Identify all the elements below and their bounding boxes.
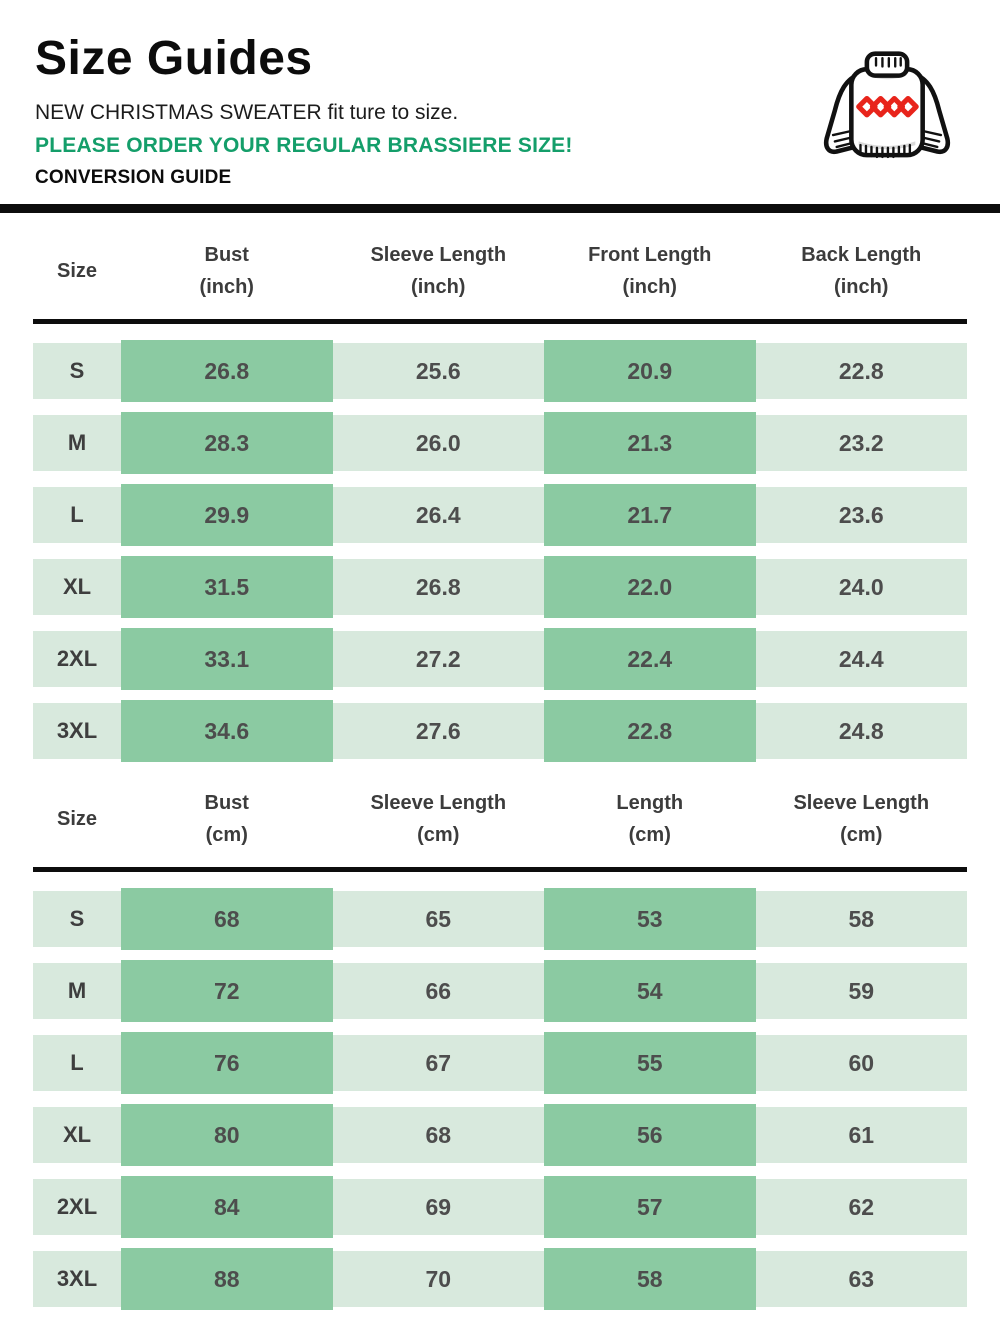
column-header: Front Length (inch) [588, 244, 712, 298]
column-header: Sleeve Length (cm) [793, 792, 930, 846]
size-label-cell: 3XL [33, 1251, 121, 1307]
measurement-cell: 53 [544, 888, 756, 950]
size-label-cell: L [33, 487, 121, 543]
measurement-cell: 22.8 [755, 343, 967, 399]
measurement-cell: 21.3 [544, 412, 756, 474]
measurement-cell: 68 [332, 1107, 544, 1163]
size-label-cell: XL [33, 559, 121, 615]
measurement-cell: 24.0 [755, 559, 967, 615]
measurement-cell: 58 [544, 1248, 756, 1310]
christmas-sweater-icon [808, 50, 966, 178]
measurement-cell: 62 [755, 1179, 967, 1235]
table-row: XL 80 68 56 61 [33, 1104, 967, 1166]
size-label-cell: S [33, 343, 121, 399]
size-label-cell: 2XL [33, 1179, 121, 1235]
measurement-cell: 65 [332, 891, 544, 947]
measurement-cell: 66 [332, 963, 544, 1019]
measurement-cell: 58 [755, 891, 967, 947]
measurement-cell: 22.4 [544, 628, 756, 690]
measurement-cell: 26.8 [332, 559, 544, 615]
table-row: XL 31.5 26.8 22.0 24.0 [33, 556, 967, 618]
measurement-cell: 56 [544, 1104, 756, 1166]
measurement-cell: 27.2 [332, 631, 544, 687]
order-notice: PLEASE ORDER YOUR REGULAR BRASSIERE SIZE… [35, 134, 573, 158]
table-row: L 76 67 55 60 [33, 1032, 967, 1094]
measurement-cell: 55 [544, 1032, 756, 1094]
measurement-cell: 24.8 [755, 703, 967, 759]
measurement-cell: 33.1 [121, 628, 333, 690]
column-header: Size [56, 808, 98, 830]
column-header: Size [56, 260, 98, 282]
table-row: S 68 65 53 58 [33, 888, 967, 950]
table-header-row: Size Bust (cm) Sleeve Length (cm) Length (c… [33, 759, 967, 867]
column-header: Sleeve Length (inch) [370, 244, 507, 298]
measurement-cell: 26.8 [121, 340, 333, 402]
measurement-cell: 57 [544, 1176, 756, 1238]
size-table-inch: Size Bust (inch) Sleeve Length (inch) Front… [33, 213, 967, 762]
measurement-cell: 26.4 [332, 487, 544, 543]
table-body: S 68 65 53 58 M 72 66 54 59 L 76 67 55 60 XL 80 68 56 61 2XL… [33, 888, 967, 1310]
measurement-cell: 20.9 [544, 340, 756, 402]
measurement-cell: 76 [121, 1032, 333, 1094]
measurement-cell: 22.0 [544, 556, 756, 618]
page-title: Size Guides [35, 32, 313, 85]
measurement-cell: 59 [755, 963, 967, 1019]
column-header: Bust (inch) [199, 244, 254, 298]
table-header-row: Size Bust (inch) Sleeve Length (inch) Front… [33, 213, 967, 319]
measurement-cell: 54 [544, 960, 756, 1022]
table-row: 2XL 33.1 27.2 22.4 24.4 [33, 628, 967, 690]
table-row: L 29.9 26.4 21.7 23.6 [33, 484, 967, 546]
size-label-cell: M [33, 963, 121, 1019]
measurement-cell: 88 [121, 1248, 333, 1310]
column-header: Back Length (inch) [801, 244, 922, 298]
measurement-cell: 63 [755, 1251, 967, 1307]
measurement-cell: 67 [332, 1035, 544, 1091]
size-tables: Size Bust (inch) Sleeve Length (inch) Front… [33, 213, 967, 1310]
measurement-cell: 26.0 [332, 415, 544, 471]
column-header: Bust (cm) [204, 792, 249, 846]
conversion-guide-label: CONVERSION GUIDE [35, 167, 232, 189]
measurement-cell: 61 [755, 1107, 967, 1163]
header-divider [0, 204, 1000, 213]
measurement-cell: 25.6 [332, 343, 544, 399]
measurement-cell: 84 [121, 1176, 333, 1238]
measurement-cell: 31.5 [121, 556, 333, 618]
measurement-cell: 24.4 [755, 631, 967, 687]
measurement-cell: 21.7 [544, 484, 756, 546]
size-table-cm: Size Bust (cm) Sleeve Length (cm) Length (c… [33, 759, 967, 1310]
measurement-cell: 22.8 [544, 700, 756, 762]
column-header: Sleeve Length (cm) [370, 792, 507, 846]
measurement-cell: 34.6 [121, 700, 333, 762]
measurement-cell: 70 [332, 1251, 544, 1307]
measurement-cell: 69 [332, 1179, 544, 1235]
size-label-cell: 3XL [33, 703, 121, 759]
table-header-rule [33, 319, 967, 324]
table-row: S 26.8 25.6 20.9 22.8 [33, 340, 967, 402]
size-label-cell: M [33, 415, 121, 471]
measurement-cell: 29.9 [121, 484, 333, 546]
measurement-cell: 68 [121, 888, 333, 950]
fit-subtitle: NEW CHRISTMAS SWEATER fit ture to size. [35, 101, 459, 125]
measurement-cell: 23.6 [755, 487, 967, 543]
size-label-cell: S [33, 891, 121, 947]
measurement-cell: 60 [755, 1035, 967, 1091]
measurement-cell: 80 [121, 1104, 333, 1166]
size-label-cell: L [33, 1035, 121, 1091]
table-row: M 28.3 26.0 21.3 23.2 [33, 412, 967, 474]
measurement-cell: 72 [121, 960, 333, 1022]
table-body: S 26.8 25.6 20.9 22.8 M 28.3 26.0 21.3 23.2 L 29.9 2… [33, 340, 967, 762]
table-row: 2XL 84 69 57 62 [33, 1176, 967, 1238]
column-header: Length (cm) [616, 792, 684, 846]
size-label-cell: 2XL [33, 631, 121, 687]
table-header-rule [33, 867, 967, 872]
measurement-cell: 27.6 [332, 703, 544, 759]
size-label-cell: XL [33, 1107, 121, 1163]
measurement-cell: 23.2 [755, 415, 967, 471]
table-row: 3XL 88 70 58 63 [33, 1248, 967, 1310]
page-header: Size Guides NEW CHRISTMAS SWEATER fit tu… [35, 32, 795, 189]
table-row: M 72 66 54 59 [33, 960, 967, 1022]
table-row: 3XL 34.6 27.6 22.8 24.8 [33, 700, 967, 762]
measurement-cell: 28.3 [121, 412, 333, 474]
